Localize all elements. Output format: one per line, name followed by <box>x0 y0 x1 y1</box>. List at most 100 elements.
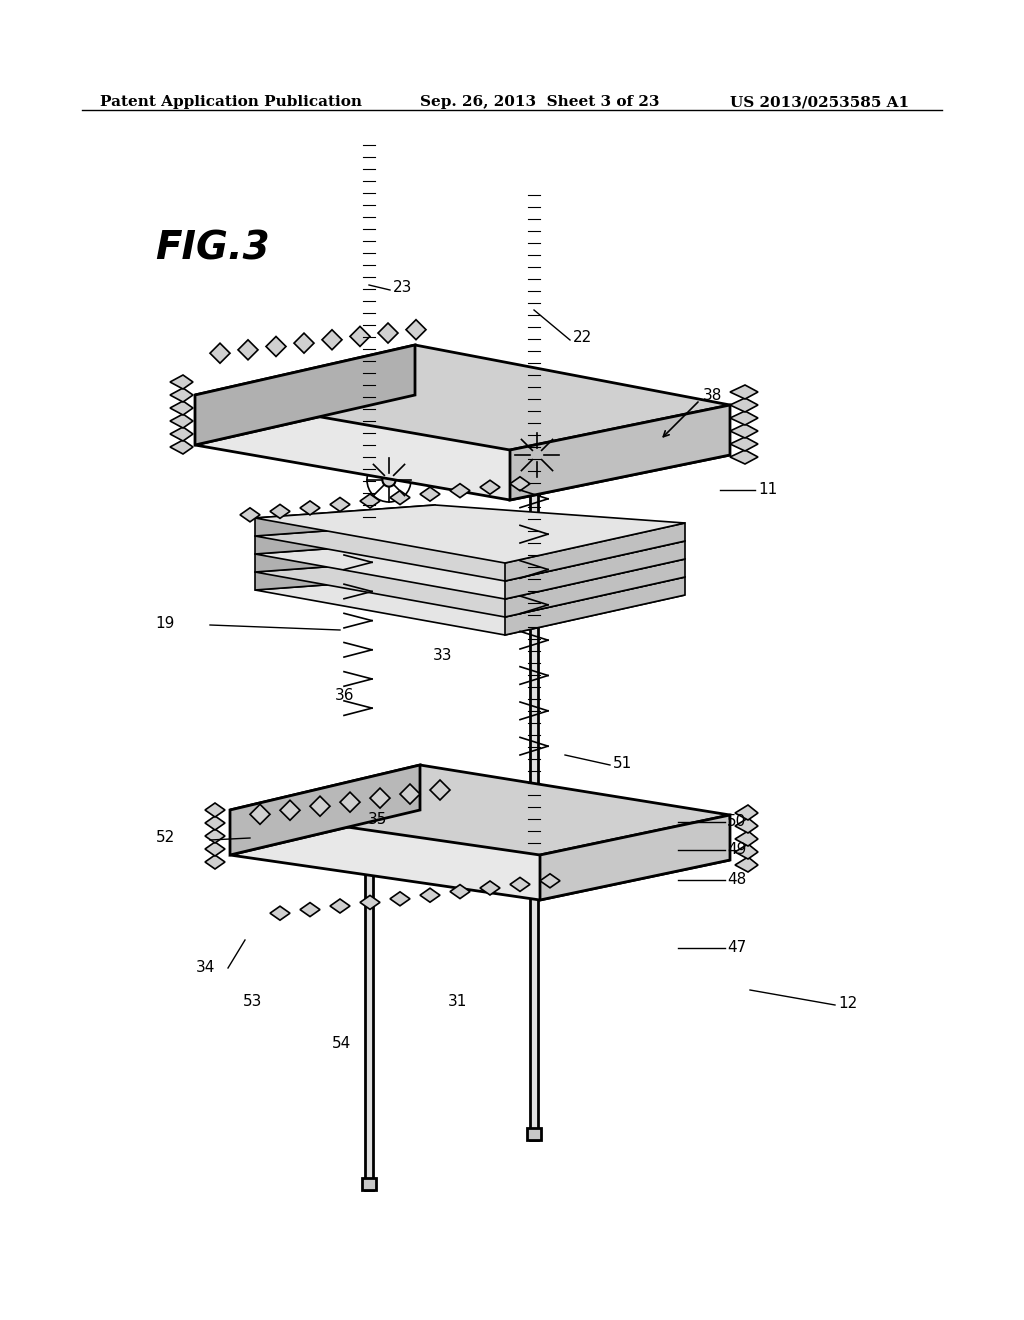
Polygon shape <box>735 832 758 846</box>
Polygon shape <box>730 411 758 425</box>
Text: 47: 47 <box>727 940 746 956</box>
Polygon shape <box>205 842 225 855</box>
Text: 23: 23 <box>393 280 413 294</box>
Polygon shape <box>210 343 230 363</box>
Polygon shape <box>480 480 500 494</box>
Polygon shape <box>730 450 758 465</box>
Polygon shape <box>255 558 435 590</box>
Polygon shape <box>255 558 685 616</box>
Polygon shape <box>340 792 360 812</box>
Polygon shape <box>205 829 225 843</box>
Polygon shape <box>730 385 758 399</box>
Polygon shape <box>170 388 193 403</box>
Text: US 2013/0253585 A1: US 2013/0253585 A1 <box>730 95 909 110</box>
Text: 48: 48 <box>727 873 746 887</box>
Polygon shape <box>510 477 530 491</box>
Polygon shape <box>294 333 314 354</box>
Polygon shape <box>505 577 685 635</box>
Polygon shape <box>430 780 450 800</box>
Polygon shape <box>230 766 730 855</box>
Text: 19: 19 <box>156 615 175 631</box>
Text: 54: 54 <box>332 1035 351 1051</box>
Polygon shape <box>505 523 685 581</box>
Text: 53: 53 <box>243 994 262 1010</box>
Text: FIG.3: FIG.3 <box>155 230 269 268</box>
Polygon shape <box>735 843 758 859</box>
Polygon shape <box>360 494 380 508</box>
Polygon shape <box>370 788 390 808</box>
Text: 35: 35 <box>368 813 387 828</box>
Polygon shape <box>730 424 758 438</box>
Polygon shape <box>255 541 685 599</box>
Polygon shape <box>255 541 435 572</box>
Polygon shape <box>238 339 258 360</box>
Polygon shape <box>362 1177 376 1191</box>
Polygon shape <box>730 437 758 451</box>
Text: 33: 33 <box>433 648 453 663</box>
Polygon shape <box>505 541 685 599</box>
Polygon shape <box>330 498 350 511</box>
Text: 12: 12 <box>838 995 857 1011</box>
Polygon shape <box>255 506 685 564</box>
Polygon shape <box>195 395 730 500</box>
Polygon shape <box>195 345 730 450</box>
Polygon shape <box>540 814 730 900</box>
Polygon shape <box>250 804 270 824</box>
Text: 52: 52 <box>156 830 175 846</box>
Text: 34: 34 <box>196 960 215 974</box>
Polygon shape <box>205 855 225 869</box>
Polygon shape <box>255 523 435 554</box>
Polygon shape <box>350 326 370 346</box>
Text: Sep. 26, 2013  Sheet 3 of 23: Sep. 26, 2013 Sheet 3 of 23 <box>420 95 659 110</box>
Polygon shape <box>480 880 500 895</box>
Text: 11: 11 <box>758 483 777 498</box>
Polygon shape <box>255 577 685 635</box>
Text: 31: 31 <box>449 994 467 1010</box>
Polygon shape <box>510 878 530 891</box>
Polygon shape <box>735 805 758 820</box>
Text: 50: 50 <box>727 814 746 829</box>
Text: 38: 38 <box>703 388 722 403</box>
Polygon shape <box>730 399 758 412</box>
Polygon shape <box>540 874 560 888</box>
Polygon shape <box>230 766 420 855</box>
Text: 36: 36 <box>335 688 354 702</box>
Polygon shape <box>360 895 380 909</box>
Polygon shape <box>390 892 410 906</box>
Circle shape <box>530 449 544 462</box>
Polygon shape <box>270 907 290 920</box>
Polygon shape <box>300 500 319 515</box>
Polygon shape <box>170 426 193 441</box>
Polygon shape <box>505 558 685 616</box>
Polygon shape <box>170 401 193 414</box>
Polygon shape <box>266 337 286 356</box>
Polygon shape <box>322 330 342 350</box>
Polygon shape <box>310 796 330 816</box>
Polygon shape <box>735 818 758 833</box>
Polygon shape <box>527 1129 541 1140</box>
Circle shape <box>382 474 395 487</box>
Polygon shape <box>735 857 758 873</box>
Polygon shape <box>510 405 730 500</box>
Polygon shape <box>205 816 225 830</box>
Polygon shape <box>365 785 373 1191</box>
Polygon shape <box>195 345 415 445</box>
Polygon shape <box>406 319 426 339</box>
Polygon shape <box>330 899 350 913</box>
Polygon shape <box>240 508 260 521</box>
Polygon shape <box>300 903 319 916</box>
Polygon shape <box>400 784 420 804</box>
Polygon shape <box>280 800 300 820</box>
Polygon shape <box>270 504 290 519</box>
Polygon shape <box>450 884 470 899</box>
Polygon shape <box>378 323 398 343</box>
Text: 49: 49 <box>727 842 746 858</box>
Polygon shape <box>530 459 538 1140</box>
Polygon shape <box>420 487 440 502</box>
Polygon shape <box>255 506 435 536</box>
Polygon shape <box>390 491 410 504</box>
Polygon shape <box>170 414 193 428</box>
Polygon shape <box>420 888 440 902</box>
Polygon shape <box>205 803 225 817</box>
Text: Patent Application Publication: Patent Application Publication <box>100 95 362 110</box>
